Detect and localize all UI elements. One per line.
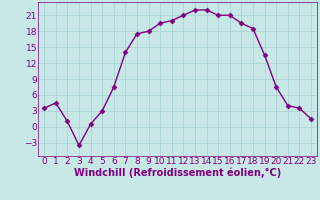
X-axis label: Windchill (Refroidissement éolien,°C): Windchill (Refroidissement éolien,°C): [74, 168, 281, 178]
